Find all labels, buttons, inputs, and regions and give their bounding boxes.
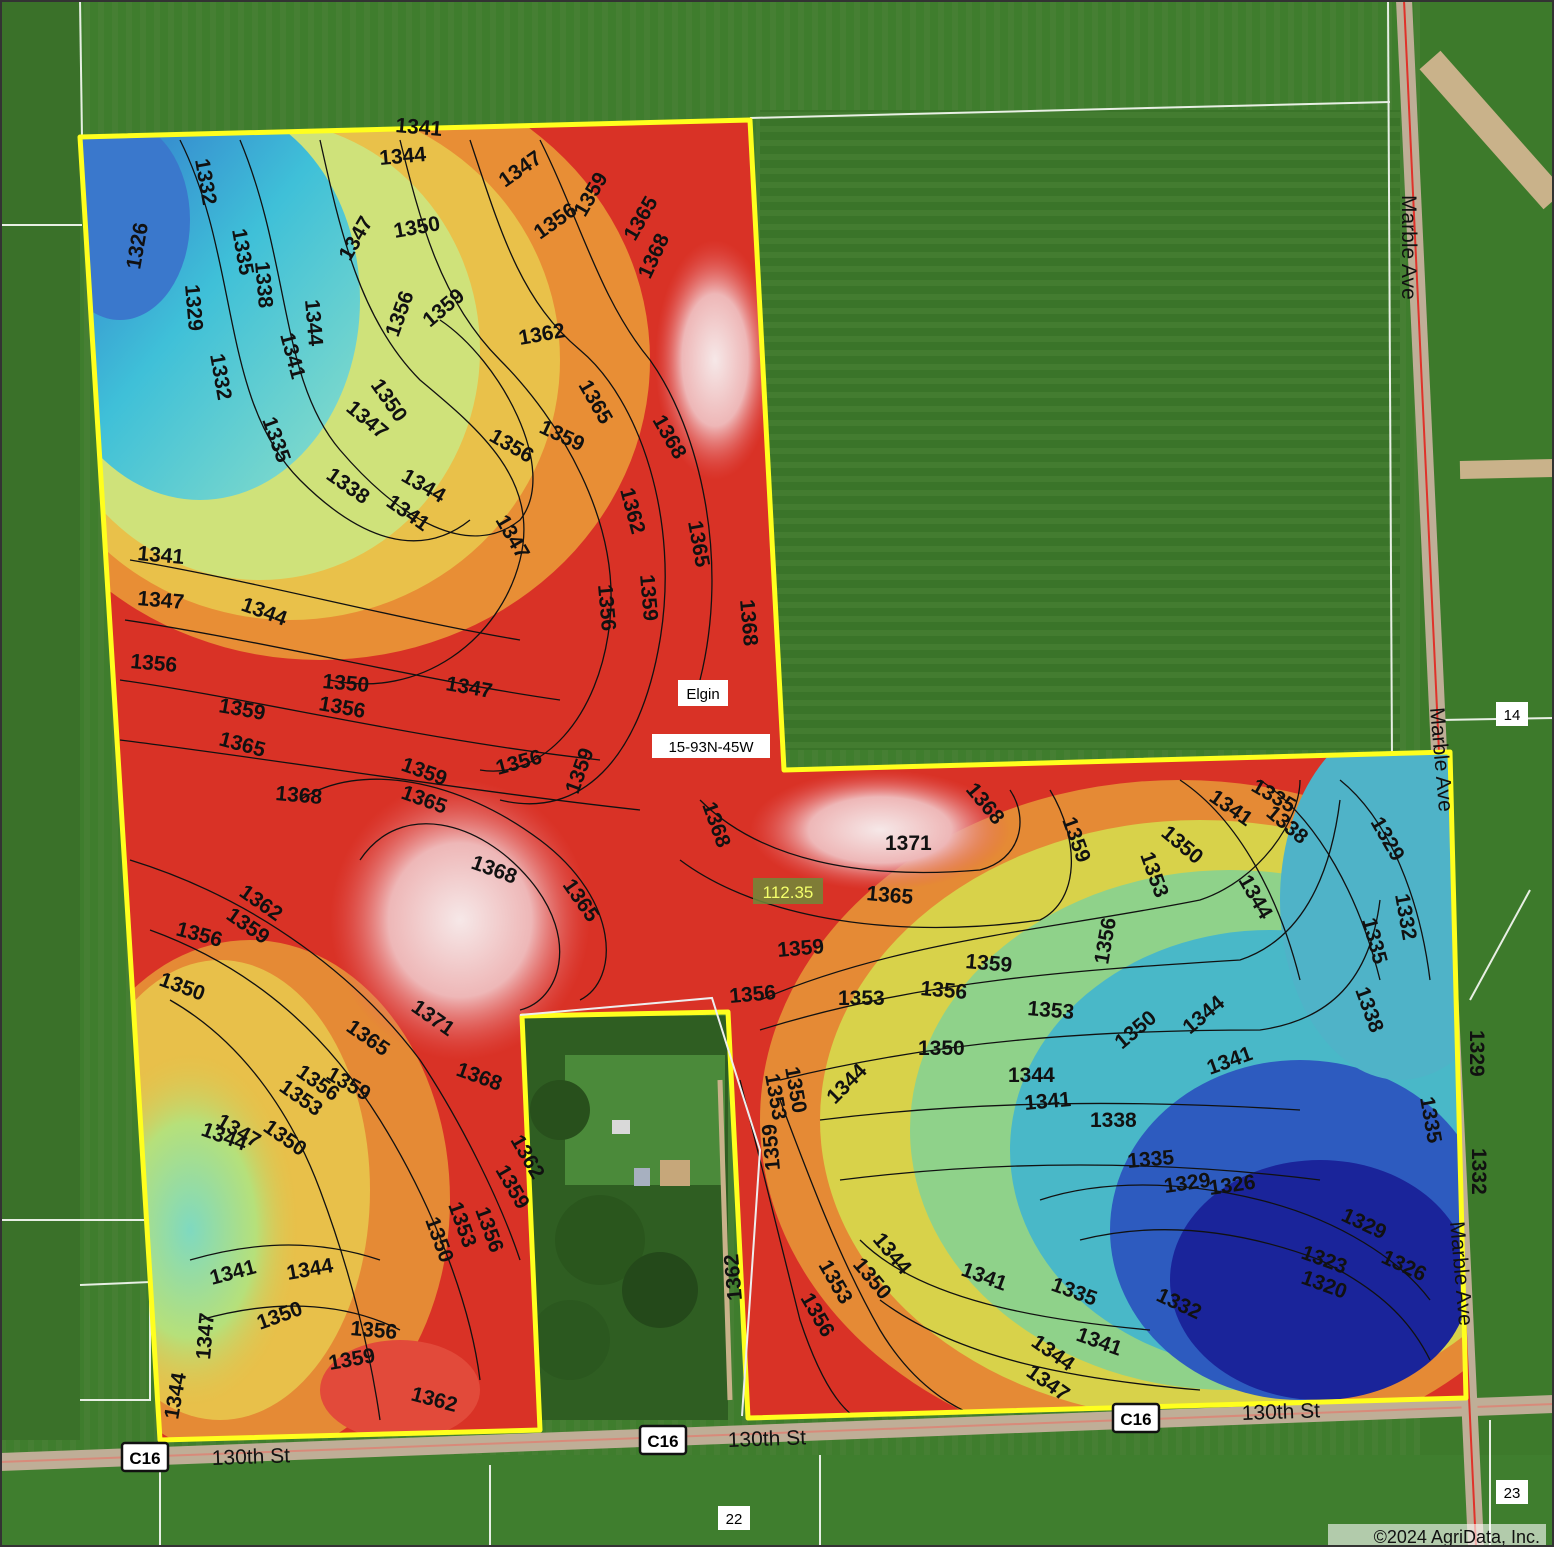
svg-text:Elgin: Elgin (686, 686, 719, 703)
contour-label: 1338 (250, 260, 277, 309)
contour-label: 1356 (920, 977, 969, 1004)
farmstead-parcel (522, 1016, 733, 1420)
farmstead-outline (519, 996, 762, 1417)
route-shield-c16: C16 (1111, 1402, 1161, 1434)
contour-label: 1356 (593, 583, 620, 632)
road-label-130th-st: 130th St (727, 1426, 806, 1452)
contour-label: 1329 (1465, 1030, 1488, 1077)
section-number-22: 22 (718, 1506, 750, 1530)
contour-label: 1365 (866, 882, 915, 909)
contour-label: 1347 (137, 587, 186, 614)
contour-label: 1353 (1027, 997, 1076, 1024)
section-label: 15-93N-45W (652, 734, 770, 758)
svg-text:C16: C16 (129, 1449, 160, 1468)
svg-text:22: 22 (726, 1511, 743, 1528)
contour-label: 1359 (635, 573, 662, 622)
section-number-14: 14 (1496, 702, 1528, 726)
contour-label: 1329 (180, 283, 207, 332)
route-shield-c16: C16 (120, 1441, 170, 1473)
svg-text:C16: C16 (1120, 1410, 1151, 1429)
section-number-23: 23 (1496, 1480, 1528, 1504)
contour-labels: 1323 1320 1326 1326 1326 1329 1329 1329 … (122, 114, 1490, 1421)
contour-label: 1356 (350, 1317, 399, 1344)
contour-label: 1344 (300, 298, 327, 347)
svg-text:112.35: 112.35 (763, 883, 814, 902)
contour-label: 1344 (1008, 1064, 1055, 1087)
contour-label: 1353 (838, 987, 885, 1010)
copyright-notice: ©2024 AgriData, Inc. (1328, 1524, 1546, 1547)
svg-text:15-93N-45W: 15-93N-45W (668, 739, 754, 756)
road-label-130th-st: 130th St (1241, 1399, 1320, 1425)
acres-label: 112.35 (753, 878, 823, 904)
field-boundary (77, 117, 1469, 1443)
road-label-marble-ave: Marble Ave (1397, 195, 1420, 300)
contour-lines (119, 139, 1431, 1421)
contour-label: 1347 (192, 1312, 219, 1361)
svg-text:C16: C16 (647, 1432, 678, 1451)
contour-label: 1350 (322, 670, 371, 697)
contour-label: 1341 (1023, 1088, 1072, 1115)
contour-label: 1344 (378, 143, 427, 170)
contour-label: 1335 (1126, 1146, 1175, 1173)
contour-label: 1362 (720, 1253, 747, 1302)
contour-label: 1371 (885, 832, 932, 855)
svg-text:14: 14 (1504, 707, 1521, 724)
contour-label: 1350 (918, 1037, 965, 1060)
route-shield-c16: C16 (638, 1424, 688, 1456)
contour-label: 1338 (1090, 1109, 1137, 1132)
svg-text:©2024 AgriData, Inc.: ©2024 AgriData, Inc. (1374, 1527, 1540, 1547)
place-label: Elgin (678, 680, 728, 706)
contour-label: 1368 (275, 782, 324, 809)
contour-label: 1332 (1467, 1148, 1490, 1195)
contour-label: 1341 (395, 114, 444, 141)
road-label-130th-st: 130th St (211, 1444, 290, 1470)
contour-label: 1356 (130, 650, 179, 677)
contour-label: 1368 (735, 598, 762, 647)
contour-label: 1359 (758, 1123, 785, 1172)
contour-label: 1341 (137, 542, 186, 569)
contour-label: 1359 (965, 950, 1014, 977)
svg-text:23: 23 (1504, 1485, 1521, 1502)
contour-label: 1359 (776, 935, 825, 962)
contour-label: 1356 (728, 981, 777, 1008)
